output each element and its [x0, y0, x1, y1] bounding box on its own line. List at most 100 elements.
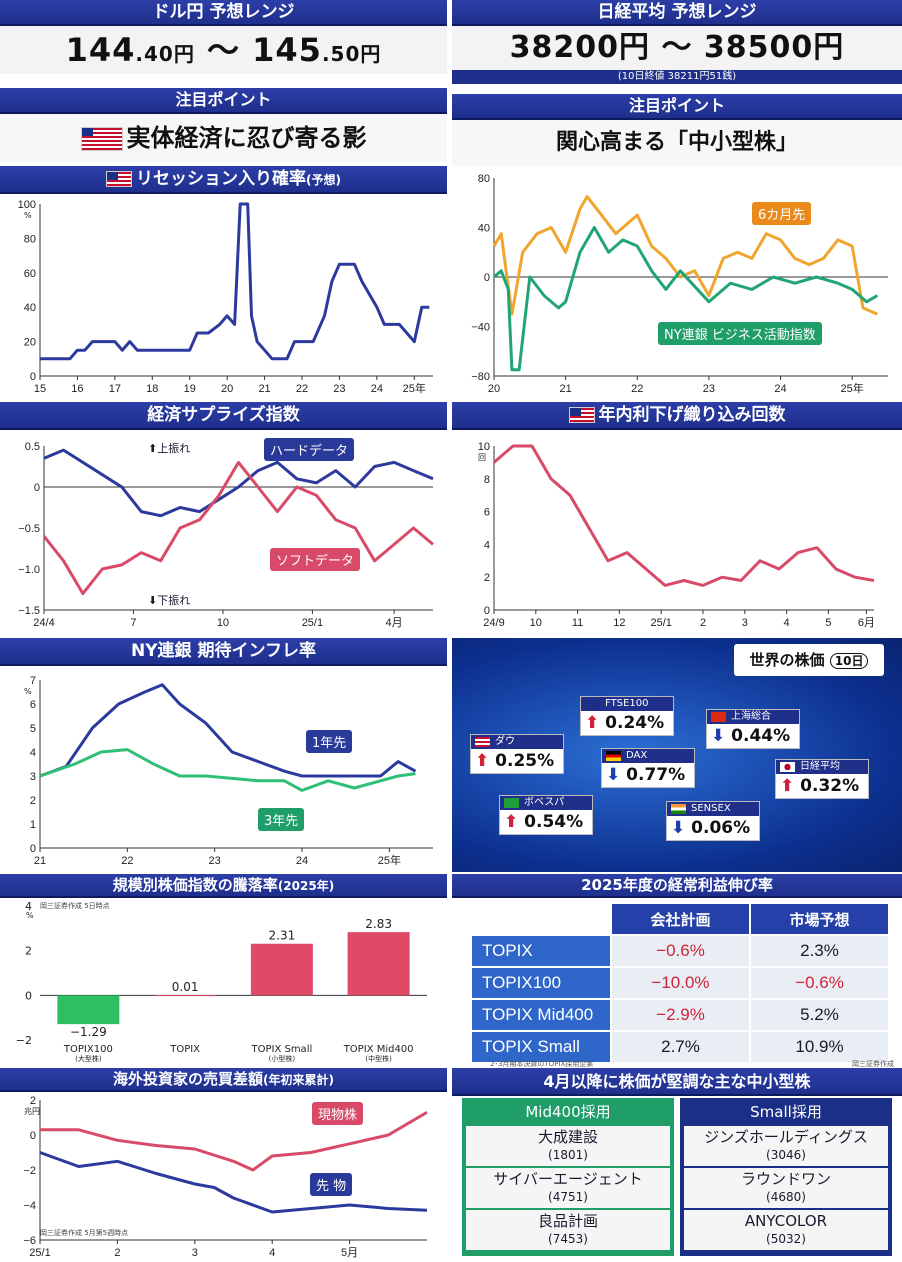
- y-unit-label: %: [24, 211, 32, 220]
- index-name: ボベスパ: [500, 796, 592, 810]
- series-line-2: [493, 226, 879, 372]
- index-value: ⬇ 0.06%: [667, 816, 759, 840]
- de-flag-icon: [606, 751, 621, 761]
- row-header: TOPIX Small: [470, 1030, 612, 1064]
- y-tick-label: −40: [471, 322, 490, 334]
- y-tick-label: 0: [25, 989, 32, 1002]
- plan-cell: 2.7%: [610, 1030, 751, 1064]
- y-tick-label: 4: [30, 747, 36, 759]
- label-soft-data: ソフトデータ: [270, 548, 361, 571]
- profit-col-plan: 会社計画: [610, 902, 751, 936]
- y-tick-label: 2: [30, 795, 36, 807]
- x-tick-label: 18: [146, 383, 158, 395]
- focus-right-text: 関心高まる「中小型株」: [452, 120, 902, 166]
- size-returns-title-text: 規模別株価指数の騰落率: [112, 876, 278, 894]
- stock-code: (3046): [766, 1148, 806, 1162]
- stock-code: (5032): [766, 1232, 806, 1246]
- index-name: FTSE100: [581, 697, 673, 711]
- y-tick-label: 40: [24, 302, 36, 314]
- index-value: ⬇ 0.44%: [707, 724, 799, 748]
- series-line-2: [39, 1151, 428, 1214]
- index-value: ⬆ 0.25%: [471, 749, 563, 773]
- mid400-list: 大成建設 (1801) サイバーエージェント (4751) 良品計画 (7453): [464, 1126, 672, 1250]
- category-note: (小型株): [269, 1054, 296, 1063]
- list-item: 良品計画 (7453): [466, 1210, 670, 1250]
- small-box: Small採用 ジンズホールディングス (3046) ラウンドワン (4680) ANY…: [680, 1098, 892, 1256]
- y-tick-label: −1.5: [18, 605, 40, 617]
- series-line-1: [43, 448, 434, 518]
- index-value-text: 0.54%: [524, 812, 584, 832]
- index-name-text: 日経平均: [800, 761, 840, 772]
- x-tick-label: 22: [631, 383, 643, 395]
- ratecut-title: 年内利下げ織り込み回数: [452, 402, 902, 430]
- stock-name: ラウンドワン: [740, 1170, 831, 1188]
- nikkei-title: 日経平均 予想レンジ: [452, 0, 902, 26]
- x-tick-label: 25/1: [29, 1247, 50, 1259]
- series-line-1: [40, 1111, 428, 1172]
- world-title-box: 世界の株価 10日: [734, 644, 884, 676]
- series-line-1: [492, 195, 878, 316]
- index-value-text: 0.25%: [495, 751, 555, 771]
- usdjpy-low: 144: [65, 31, 136, 69]
- y-tick-label: −2: [16, 1034, 32, 1047]
- x-tick-label: 24/9: [483, 617, 504, 629]
- bar-1: [57, 995, 120, 1025]
- forecast-cell: 2.3%: [749, 934, 890, 968]
- x-tick-label: 25年: [378, 853, 401, 867]
- y-tick-label: 60: [24, 268, 36, 280]
- index-name: SENSEX: [667, 802, 759, 816]
- recession-chart: 0 20 40 60 80 100 15 16 17 18 19 20 21 22 23 24 25年%: [18, 199, 433, 395]
- x-tick-label: 24: [371, 383, 383, 395]
- x-tick-label: 24: [296, 855, 308, 867]
- usdjpy-tilde: ～: [206, 31, 240, 69]
- bar-2: [154, 995, 217, 997]
- table-row: TOPIX −0.6% 2.3%: [470, 934, 890, 968]
- size-returns-title-suffix: (2025年): [277, 879, 335, 893]
- category-label: TOPIX: [169, 1044, 200, 1055]
- row-header: TOPIX100: [470, 966, 612, 1000]
- forecast-cell: 5.2%: [749, 998, 890, 1032]
- index-name-text: SENSEX: [691, 803, 731, 814]
- y-tick-label: 5: [30, 723, 36, 735]
- usdjpy-high: 145: [252, 31, 322, 69]
- y-tick-label: 4: [25, 900, 32, 913]
- y-tick-label: 20: [24, 337, 36, 349]
- inflation-title: NY連銀 期待インフレ率: [0, 638, 447, 666]
- arrow-up-icon: ⬆: [585, 713, 600, 733]
- x-tick-label: 10: [217, 617, 229, 629]
- profit-source: 岡三証券作成: [852, 1060, 894, 1068]
- y-tick-label: 0: [484, 272, 490, 284]
- y-tick-label: 80: [478, 173, 490, 185]
- category-note: (大型株): [75, 1054, 102, 1063]
- x-tick-label: 20: [221, 383, 233, 395]
- recession-title: リセッション入り確率(予想): [0, 166, 447, 194]
- world-date: 10日: [829, 653, 869, 669]
- category-label: TOPIX100: [63, 1044, 113, 1055]
- us-flag-icon: [80, 127, 123, 151]
- y-tick-label: 100: [18, 199, 36, 211]
- index-value-text: 0.44%: [731, 726, 791, 746]
- y-tick-label: −2: [23, 1165, 36, 1177]
- y-tick-label: 7: [30, 675, 36, 687]
- index-value: ⬆ 0.24%: [581, 711, 673, 735]
- index-box-uk: FTSE100 ⬆ 0.24%: [580, 696, 674, 736]
- x-tick-label: 24: [774, 383, 786, 395]
- stock-code: (7453): [548, 1232, 588, 1246]
- arrow-up-icon: ⬆: [475, 751, 490, 771]
- stock-name: 良品計画: [537, 1212, 598, 1230]
- foreign-source: 岡三証券作成 5月第5週時点: [40, 1229, 129, 1237]
- y-tick-label: 2: [484, 572, 490, 584]
- usdjpy-title: ドル円 予想レンジ: [0, 0, 447, 26]
- uk-flag-icon: [585, 699, 600, 709]
- world-title: 世界の株価: [749, 651, 825, 669]
- stock-code: (4751): [548, 1190, 588, 1204]
- stock-code: (1801): [548, 1148, 588, 1162]
- label-1y: 1年先: [306, 730, 353, 753]
- series-line-1: [39, 683, 417, 778]
- y-tick-label: 80: [24, 233, 36, 245]
- index-box-in: SENSEX ⬇ 0.06%: [666, 801, 760, 841]
- index-value: ⬆ 0.54%: [500, 810, 592, 834]
- size-returns-title: 規模別株価指数の騰落率(2025年): [0, 874, 447, 898]
- bar-value-label: −1.29: [70, 1025, 107, 1039]
